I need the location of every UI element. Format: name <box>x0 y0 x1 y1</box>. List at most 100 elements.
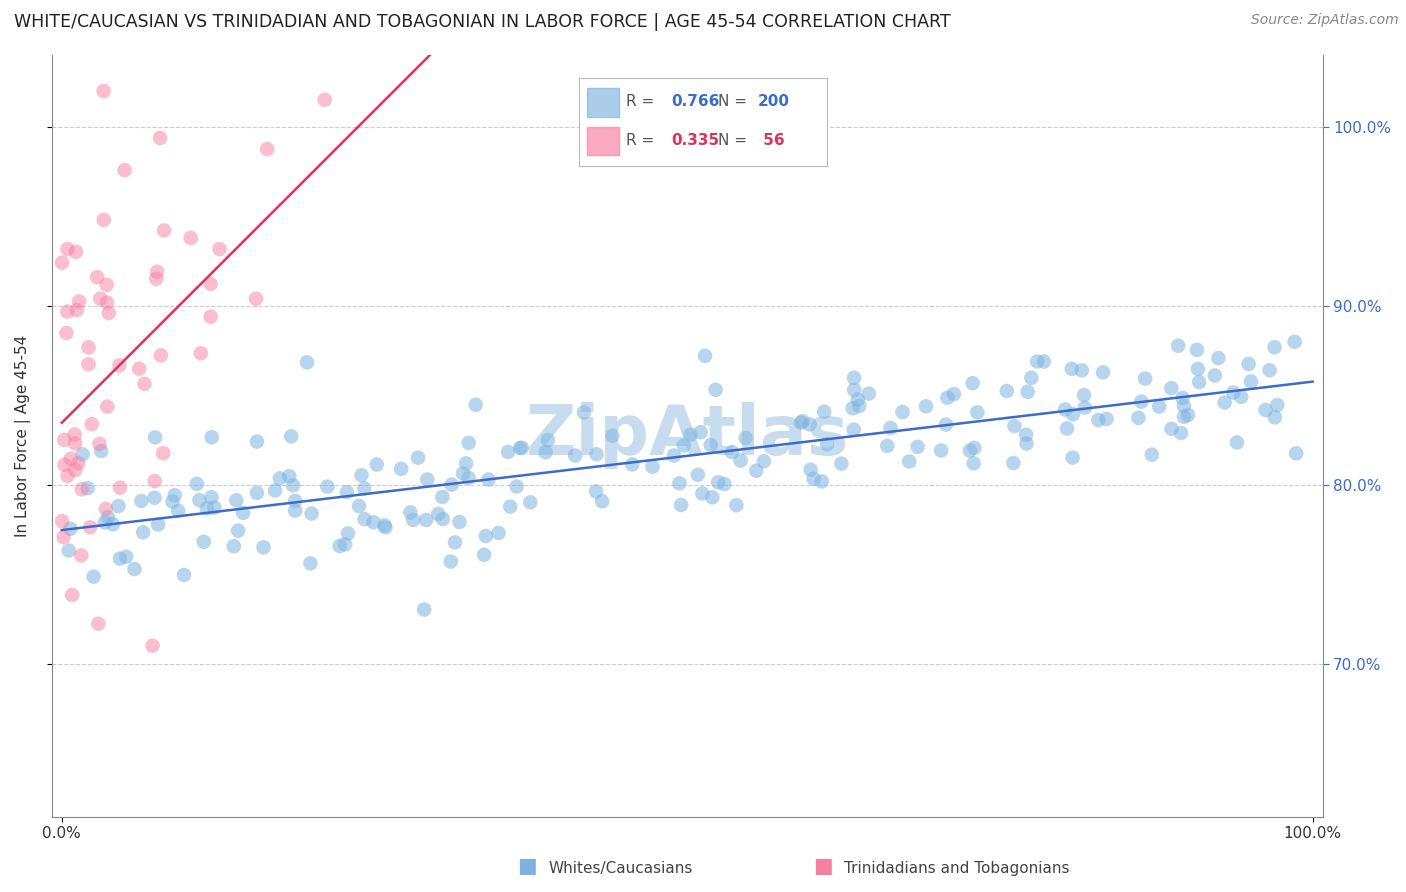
Point <box>1173 409 1195 424</box>
Point <box>585 447 607 461</box>
Point <box>60 588 83 602</box>
Point <box>107 499 129 513</box>
Point <box>143 474 166 488</box>
Point <box>564 449 586 463</box>
Point <box>537 433 560 447</box>
Point <box>1062 407 1084 421</box>
Point <box>942 387 965 401</box>
Point <box>96 277 118 292</box>
Point <box>668 476 690 491</box>
Point <box>496 445 519 459</box>
Point <box>475 529 498 543</box>
Point <box>134 376 156 391</box>
Point <box>115 549 138 564</box>
Point <box>457 435 479 450</box>
Point <box>93 212 115 227</box>
Point <box>1087 413 1109 427</box>
Point <box>699 438 721 452</box>
Point <box>1017 384 1039 399</box>
Point <box>190 346 212 360</box>
Point <box>679 427 702 442</box>
Point <box>143 491 166 505</box>
Point <box>591 494 613 508</box>
Point <box>200 277 222 291</box>
Point <box>53 458 76 472</box>
Point <box>59 522 82 536</box>
Point <box>1135 371 1157 385</box>
Point <box>366 458 388 472</box>
Point <box>56 304 79 318</box>
Point <box>1054 402 1077 417</box>
Point <box>301 507 323 521</box>
Point <box>281 478 304 492</box>
Point <box>63 427 86 442</box>
Point <box>152 446 174 460</box>
Point <box>464 398 486 412</box>
Point <box>790 416 813 430</box>
Point <box>440 555 463 569</box>
Point <box>59 452 82 467</box>
Point <box>846 392 869 407</box>
Point <box>226 524 249 538</box>
Point <box>444 535 467 549</box>
Point <box>898 454 921 468</box>
Point <box>427 507 450 521</box>
Text: ■: ■ <box>517 856 537 876</box>
Point <box>208 242 231 256</box>
Point <box>1160 381 1182 395</box>
Point <box>844 383 866 397</box>
Point <box>813 405 835 419</box>
Point <box>246 486 269 500</box>
Point <box>1015 436 1038 450</box>
Point <box>1060 361 1083 376</box>
Point <box>86 270 108 285</box>
Point <box>146 265 169 279</box>
Point <box>1062 450 1084 465</box>
Point <box>713 477 735 491</box>
Point <box>1140 448 1163 462</box>
Point <box>337 526 360 541</box>
Point <box>65 436 87 450</box>
Point <box>96 295 118 310</box>
Point <box>959 443 981 458</box>
Point <box>316 480 339 494</box>
Point <box>299 557 322 571</box>
Point <box>702 491 724 505</box>
Point <box>93 84 115 98</box>
Point <box>1160 422 1182 436</box>
Text: Whites/Caucasians: Whites/Caucasians <box>548 861 693 876</box>
Point <box>90 444 112 458</box>
Point <box>55 326 77 340</box>
Point <box>810 475 832 489</box>
Point <box>692 486 714 500</box>
Point <box>1173 399 1195 413</box>
Point <box>87 616 110 631</box>
Point <box>907 440 929 454</box>
Point <box>572 405 595 419</box>
Point <box>89 292 111 306</box>
Point <box>1032 354 1054 368</box>
Point <box>76 481 98 495</box>
Point <box>406 450 429 465</box>
Point <box>457 471 479 485</box>
Point <box>264 483 287 498</box>
Point <box>195 501 218 516</box>
Point <box>51 255 73 269</box>
Point <box>142 639 165 653</box>
Point <box>79 520 101 534</box>
Point <box>77 340 100 354</box>
Point <box>962 376 984 391</box>
Point <box>200 310 222 324</box>
Point <box>686 467 709 482</box>
Point <box>704 383 727 397</box>
Point <box>162 494 184 508</box>
Point <box>929 443 952 458</box>
Point <box>280 429 302 443</box>
Point <box>67 456 90 470</box>
Point <box>149 348 172 362</box>
Point <box>725 498 748 512</box>
Point <box>792 414 814 428</box>
Point <box>745 464 768 478</box>
Point <box>167 504 190 518</box>
Point <box>108 551 131 566</box>
